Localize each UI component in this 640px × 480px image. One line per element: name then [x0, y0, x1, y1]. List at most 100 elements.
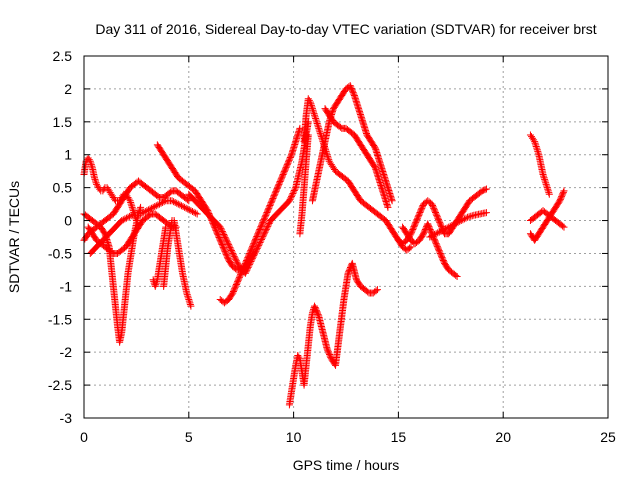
data-point: [288, 191, 296, 199]
data-point: [185, 297, 193, 305]
data-point: [373, 286, 381, 294]
data-point: [560, 223, 568, 231]
y-tick-label: -2.5: [48, 377, 72, 393]
data-point: [181, 203, 189, 211]
data-point: [307, 101, 315, 109]
data-point: [313, 119, 321, 127]
data-point: [305, 96, 313, 104]
data-point: [304, 131, 312, 139]
data-point: [174, 200, 182, 208]
data-point: [306, 98, 314, 106]
data-point: [533, 146, 541, 154]
y-tick-label: -2: [60, 344, 73, 360]
data-point: [185, 296, 193, 304]
data-point: [225, 242, 233, 250]
data-point: [531, 139, 539, 147]
data-point: [312, 115, 320, 123]
data-point: [88, 162, 96, 170]
data-point: [258, 234, 266, 242]
data-point: [176, 201, 184, 209]
data-point: [262, 225, 270, 233]
data-point: [91, 175, 99, 183]
data-point: [442, 225, 450, 233]
data-point: [216, 223, 224, 231]
data-point: [560, 187, 568, 195]
data-point: [432, 230, 440, 238]
data-point: [312, 116, 320, 124]
data-point: [148, 204, 156, 212]
data-point: [289, 189, 297, 197]
series-arc-17: [399, 220, 461, 280]
data-point: [435, 228, 443, 236]
data-point: [252, 247, 260, 255]
data-point: [168, 197, 176, 205]
y-tick-label: 0.5: [53, 180, 73, 196]
data-point: [540, 172, 548, 180]
data-point: [249, 253, 257, 261]
data-point: [224, 239, 232, 247]
y-tick-label: -1: [60, 278, 73, 294]
data-point: [372, 287, 380, 295]
data-point: [316, 129, 324, 137]
data-point: [225, 241, 233, 249]
data-point: [311, 113, 319, 121]
data-point: [459, 216, 467, 224]
series-arc-5: [86, 197, 201, 257]
data-point: [233, 258, 241, 266]
data-point: [384, 203, 392, 211]
data-point: [323, 151, 331, 159]
data-point: [154, 201, 162, 209]
data-point: [140, 208, 148, 216]
data-point: [183, 291, 191, 299]
data-point: [184, 292, 192, 300]
data-point: [185, 197, 193, 205]
data-point: [173, 199, 181, 207]
data-point: [539, 170, 547, 178]
data-point: [481, 186, 489, 194]
data-point: [149, 276, 157, 284]
y-tick-label: 2.5: [53, 48, 73, 64]
data-point: [542, 180, 550, 188]
data-point: [540, 174, 548, 182]
data-point: [227, 245, 235, 253]
data-point: [92, 177, 100, 185]
data-point: [541, 177, 549, 185]
data-point: [232, 255, 240, 263]
series-arc-10: [216, 124, 304, 307]
data-point: [151, 282, 159, 290]
data-point: [221, 233, 229, 241]
data-point: [125, 195, 133, 203]
data-point: [452, 271, 460, 279]
data-point: [262, 227, 270, 235]
data-point: [264, 222, 272, 230]
data-point: [127, 200, 135, 208]
data-point: [177, 202, 185, 210]
data-point: [146, 205, 154, 213]
data-point: [263, 224, 271, 232]
data-point: [311, 111, 319, 119]
data-point: [228, 248, 236, 256]
plot-frame: [83, 55, 609, 419]
data-point: [449, 221, 457, 229]
data-point: [427, 232, 435, 240]
data-point: [559, 222, 567, 230]
x-axis-label: GPS time / hours: [293, 457, 400, 473]
chart-title: Day 311 of 2016, Sidereal Day-to-day VTE…: [95, 21, 596, 37]
x-tick-label: 0: [80, 429, 88, 445]
x-tick-label: 15: [391, 429, 407, 445]
data-point: [126, 212, 134, 220]
data-point: [248, 255, 256, 263]
data-point: [127, 198, 135, 206]
data-point: [219, 229, 227, 237]
data-point: [325, 156, 333, 164]
y-tick-label: 0: [64, 213, 72, 229]
data-point: [323, 149, 331, 157]
data-point: [440, 226, 448, 234]
data-point: [124, 213, 132, 221]
data-point: [295, 353, 303, 361]
data-point: [182, 204, 190, 212]
data-point: [407, 243, 415, 251]
data-point: [218, 226, 226, 234]
data-point: [350, 90, 358, 98]
